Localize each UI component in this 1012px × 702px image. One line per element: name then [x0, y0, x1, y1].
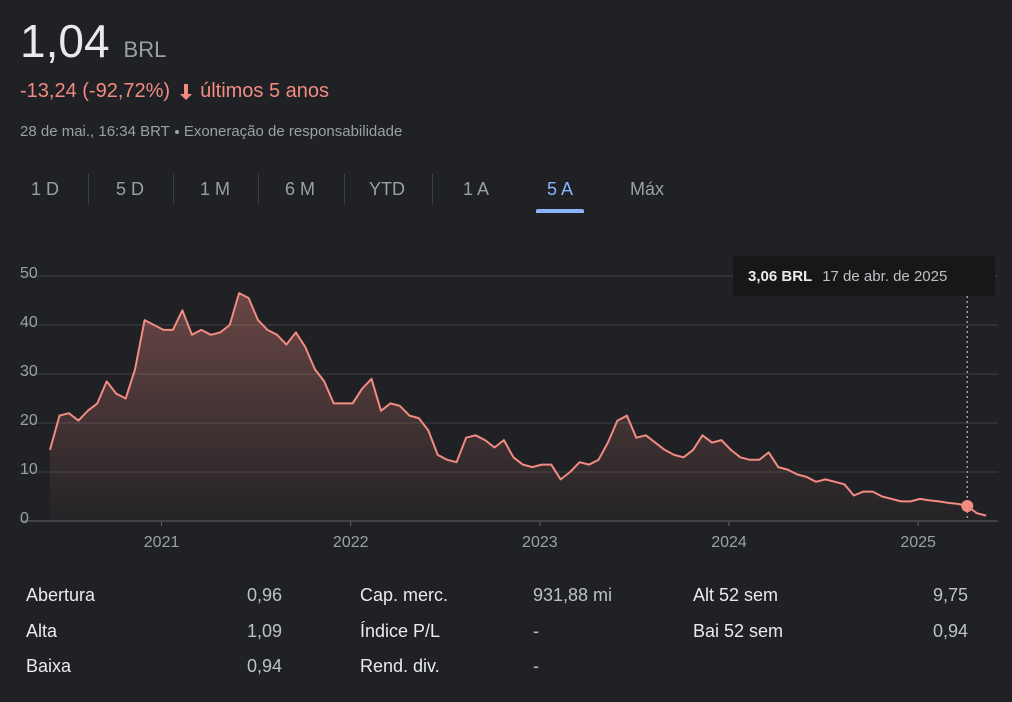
tooltip-box [733, 256, 995, 296]
y-tick-label: 20 [20, 412, 38, 429]
range-tab[interactable]: 6 M [284, 179, 316, 199]
stats: Abertura 0,96 Alta 1,09 Baixa 0,94 Cap. merc. 9… [0, 585, 1012, 695]
separator [174, 129, 179, 134]
range-tab[interactable]: 1 D [30, 179, 60, 199]
tooltip-value: 3,06 BRL [748, 268, 812, 285]
change: -13,24 (-92,72%) últimos 5 anos [20, 80, 329, 103]
tooltip-point [961, 500, 974, 513]
stat-value: 9,75 [932, 585, 968, 605]
tab-divider [431, 174, 433, 204]
range-tabs: 1 D 5 D 1 M 6 M YTD 1 A 5 A Máx [0, 172, 700, 216]
stat-label: Bai 52 sem [693, 620, 784, 641]
range-tab[interactable]: YTD [369, 179, 405, 199]
price-chart: 0 10 20 30 40 50 2021 2022 2023 2024 2025 3,06 BRL 1… [20, 256, 998, 551]
y-tick-label: 0 [20, 510, 29, 527]
x-tick-label: 2025 [900, 534, 936, 551]
change-value: -13,24 (-92,72%) [20, 80, 171, 102]
currency: BRL [123, 37, 167, 62]
range-tab[interactable]: 5 D [115, 179, 145, 199]
x-tick-label: 2024 [711, 534, 747, 551]
stat-label: Baixa [26, 656, 72, 676]
price-value: 1,04 [20, 15, 110, 67]
y-tick-label: 40 [20, 314, 38, 331]
range-tab[interactable]: Máx [629, 179, 665, 199]
tab-divider [87, 174, 89, 204]
stat-value: 931,88 mi [533, 585, 613, 605]
stat-value: 1,09 [246, 620, 282, 641]
stat-label: Cap. merc. [360, 585, 449, 605]
stat-value: - [533, 656, 539, 676]
x-tick-label: 2023 [522, 534, 558, 551]
stat-label: Abertura [26, 585, 96, 605]
stat-label: Alt 52 sem [693, 585, 779, 605]
range-tab[interactable]: 1 M [199, 179, 231, 199]
price: 1,04 BRL [20, 14, 166, 68]
price-line [49, 292, 987, 517]
y-tick-label: 10 [20, 461, 38, 478]
subline: 28 de mai., 16:34 BRT Exoneração de resp… [20, 123, 402, 140]
stat-label: Alta [26, 620, 58, 641]
tab-divider [343, 174, 345, 204]
stat-value: 0,94 [246, 656, 282, 676]
down-arrow [180, 83, 193, 100]
y-tick-label: 50 [20, 265, 38, 282]
tab-divider [257, 174, 259, 204]
stat-value: 0,94 [932, 620, 968, 641]
x-tick-label: 2021 [144, 534, 180, 551]
range-tab[interactable]: 5 A [546, 179, 574, 199]
x-tick-label: 2022 [333, 534, 369, 551]
disclaimer-link[interactable]: Exoneração de responsabilidade [183, 123, 403, 140]
tooltip-date: 17 de abr. de 2025 [822, 268, 947, 285]
stat-label: Rend. div. [360, 656, 440, 676]
change-period: últimos 5 anos [200, 80, 330, 102]
y-tick-label: 30 [20, 363, 38, 380]
stat-value: 0,96 [246, 585, 282, 605]
tab-divider [172, 174, 174, 204]
stat-label: Índice P/L [360, 620, 441, 641]
range-tab[interactable]: 1 A [462, 179, 490, 199]
area-fill [50, 293, 987, 521]
timestamp: 28 de mai., 16:34 BRT [20, 123, 170, 140]
active-tab-underline [536, 209, 584, 213]
stat-value: - [533, 620, 539, 641]
